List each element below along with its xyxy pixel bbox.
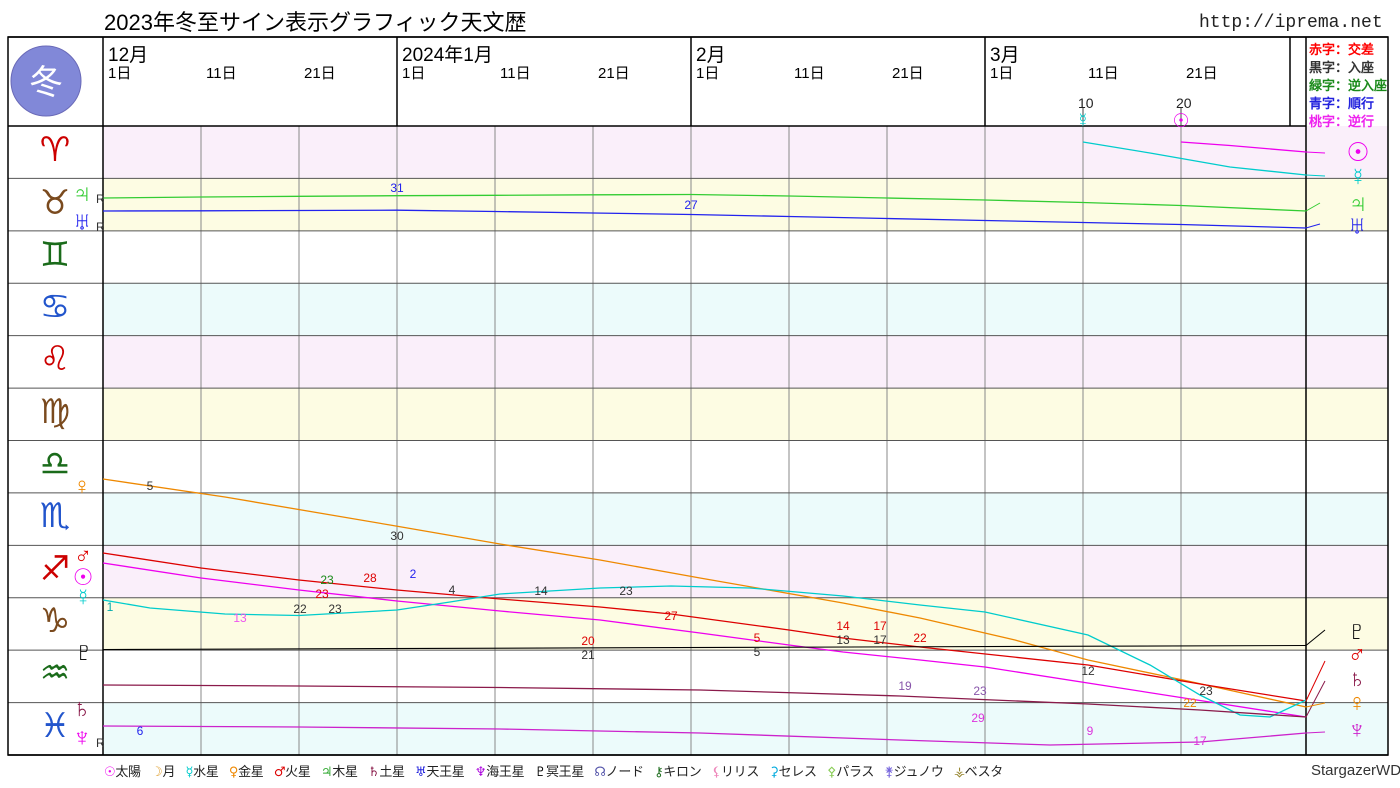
svg-text:♌: ♌ <box>40 340 70 378</box>
svg-text:♐: ♐ <box>40 550 70 588</box>
svg-text:♒: ♒ <box>40 654 70 692</box>
svg-text:♑: ♑ <box>40 602 70 640</box>
svg-text:♉: ♉ <box>40 184 70 222</box>
svg-text:♈: ♈ <box>40 131 70 169</box>
svg-text:♓: ♓ <box>40 707 70 745</box>
svg-text:♏: ♏ <box>40 497 70 535</box>
svg-text:♋: ♋ <box>40 288 70 326</box>
svg-text:♍: ♍ <box>40 393 70 431</box>
svg-text:♊: ♊ <box>40 236 70 274</box>
svg-text:♎: ♎ <box>40 445 70 483</box>
